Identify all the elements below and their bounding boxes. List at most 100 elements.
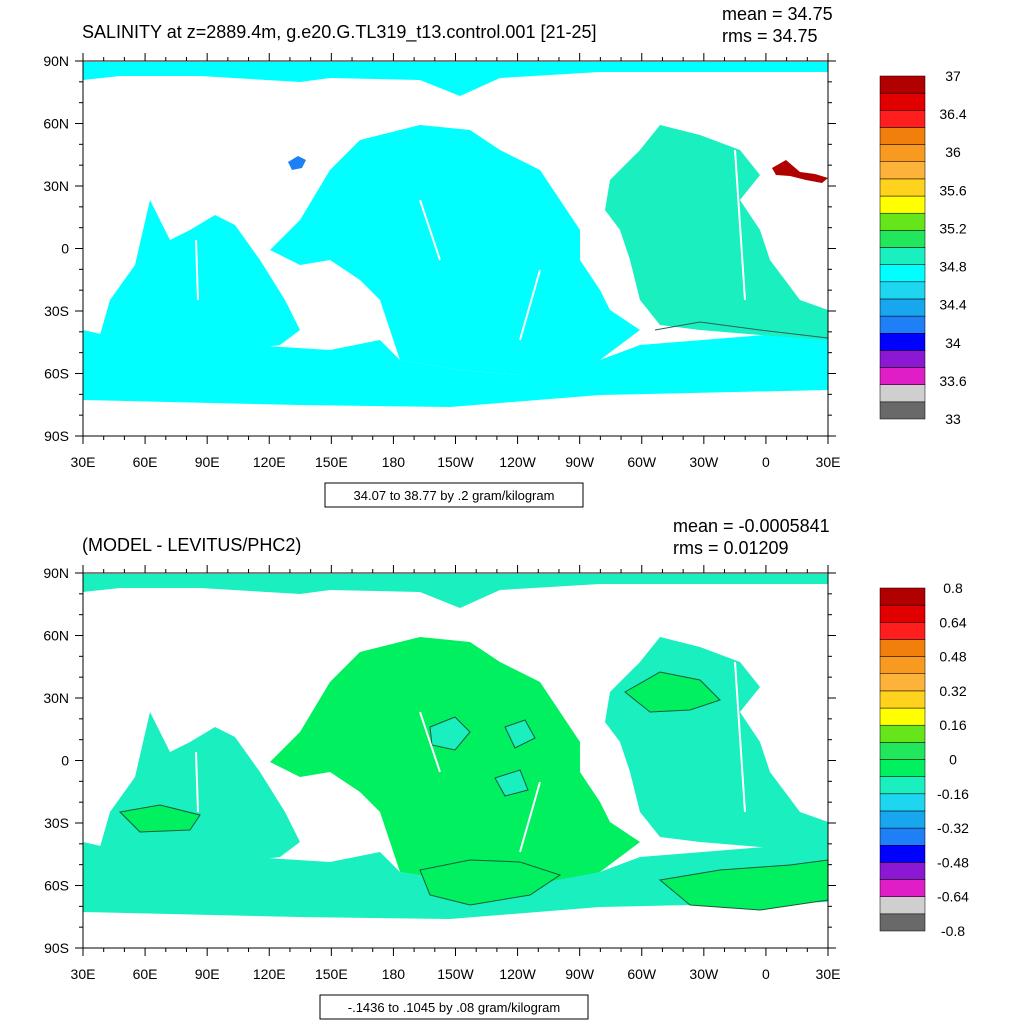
colorbar-swatch — [879, 845, 926, 863]
colorbar-label: -0.32 — [937, 820, 969, 836]
y-tick-label: 0 — [61, 241, 69, 257]
colorbar-swatch — [879, 161, 926, 180]
colorbar-label: 36.4 — [939, 106, 966, 122]
bottom-rms: rms = 0.01209 — [673, 538, 789, 558]
colorbar-swatch — [879, 742, 926, 760]
top-panel: SALINITY at z=2889.4m, g.e20.G.TL319_t13… — [43, 4, 967, 508]
colorbar-label: 0 — [949, 752, 957, 768]
x-tick-label: 30E — [71, 454, 96, 470]
bottom-axis-ticks: 30E 60E 90E 120E 150E 180 150W 120W 90W 60W 30W 0 30… — [43, 565, 840, 982]
x-tick-label: 30W — [689, 966, 719, 982]
colorbar-label: -0.16 — [937, 786, 969, 802]
x-tick-label: 120E — [253, 454, 286, 470]
x-tick-label: 180 — [382, 454, 406, 470]
negative-anomaly-atlantic-pos — [624, 671, 721, 713]
indian-ocean — [100, 712, 300, 867]
colorbar-swatch — [879, 144, 926, 163]
colorbar-swatch — [879, 656, 926, 674]
ridge-lines — [195, 149, 746, 341]
colorbar-swatch — [879, 298, 926, 317]
southern-ocean — [83, 842, 828, 919]
colorbar-label: 0.48 — [939, 649, 966, 665]
x-tick-label: 150W — [437, 966, 474, 982]
colorbar-swatch — [879, 707, 926, 726]
negative-anomaly-pacific-a — [429, 716, 471, 751]
colorbar-label: 34.4 — [939, 297, 966, 313]
colorbar-swatch — [879, 178, 926, 197]
atlantic-ocean — [605, 125, 828, 340]
positive-anomaly-south-atlantic — [658, 859, 828, 911]
colorbar-swatch — [879, 587, 926, 606]
top-title: SALINITY at z=2889.4m, g.e20.G.TL319_t13… — [82, 22, 597, 43]
colorbar-swatch — [879, 690, 926, 709]
pacific-ocean — [270, 125, 640, 375]
x-tick-label: 150W — [437, 454, 474, 470]
colorbar-label: 33.6 — [939, 373, 966, 389]
colorbar-swatch — [879, 896, 926, 915]
y-tick-label: 30N — [43, 178, 69, 194]
colorbar-swatch — [879, 913, 926, 932]
top-map — [83, 62, 828, 407]
y-tick-label: 0 — [61, 753, 69, 769]
colorbar-label: -0.8 — [941, 923, 965, 939]
bottom-map — [83, 574, 828, 919]
colorbar-swatch — [879, 622, 926, 640]
x-tick-label: 0 — [762, 966, 770, 982]
colorbar-swatch — [879, 810, 926, 829]
colorbar-swatch — [879, 879, 926, 897]
bottom-panel: (MODEL - LEVITUS/PHC2) mean = -0.0005841… — [43, 516, 969, 1020]
colorbar-swatch — [879, 639, 926, 657]
colorbar-swatch — [879, 776, 926, 795]
x-tick-label: 60E — [133, 966, 158, 982]
top-rms: rms = 34.75 — [722, 26, 818, 46]
colorbar-swatch — [879, 264, 926, 283]
y-tick-label: 90N — [43, 53, 69, 69]
colorbar-swatch — [879, 384, 926, 403]
x-tick-label: 60E — [133, 454, 158, 470]
x-tick-label: 60W — [627, 454, 657, 470]
y-tick-label: 90S — [44, 940, 69, 956]
colorbar-swatch — [879, 350, 926, 368]
mediterranean-patch — [772, 160, 828, 183]
arctic-ocean — [83, 62, 828, 96]
colorbar-label: 35.2 — [939, 220, 966, 236]
x-tick-label: 120W — [499, 966, 536, 982]
x-tick-label: 30W — [689, 454, 719, 470]
top-axis-ticks: 30E 60E 90E 120E 150E 180 150W 120W 90W 60W 30W 0 30… — [43, 53, 840, 470]
bottom-colorbar: 0.8 0.64 0.48 0.32 0.16 0 -0.16 -0.32 -0.48 -0.64… — [879, 580, 969, 939]
x-tick-label: 120E — [253, 966, 286, 982]
top-colorbar: 37 36.4 36 35.6 35.2 34.8 34.4 34 33.6 33 — [879, 68, 967, 427]
y-tick-label: 60N — [43, 116, 69, 132]
colorbar-swatch — [879, 724, 926, 743]
top-contour-info: 34.07 to 38.77 by .2 gram/kilogram — [354, 488, 555, 503]
colorbar-label: 0.64 — [939, 614, 966, 630]
positive-anomaly-southern — [419, 859, 562, 906]
bottom-info-box — [319, 994, 589, 1020]
top-info-box — [324, 482, 584, 508]
southern-ocean — [83, 330, 828, 407]
y-tick-label: 60S — [44, 878, 69, 894]
colorbar-swatch — [879, 827, 926, 846]
colorbar-swatch — [879, 127, 926, 145]
pacific-ocean — [270, 637, 640, 887]
colorbar-swatch — [879, 281, 926, 300]
bottom-title: (MODEL - LEVITUS/PHC2) — [82, 535, 301, 555]
top-mean: mean = 34.75 — [722, 4, 833, 24]
y-tick-label: 60S — [44, 366, 69, 382]
x-tick-label: 90W — [565, 966, 595, 982]
arctic-ocean — [83, 574, 828, 608]
negative-anomaly-pacific-c — [494, 769, 529, 797]
colorbar-label: 33 — [945, 411, 961, 427]
colorbar-label: 35.6 — [939, 182, 966, 198]
x-tick-label: 90E — [195, 966, 220, 982]
ridge-lines — [195, 661, 746, 853]
bottom-contour-info: -.1436 to .1045 by .08 gram/kilogram — [348, 1000, 560, 1015]
bottom-mean: mean = -0.0005841 — [673, 516, 830, 536]
colorbar-label: 0.16 — [939, 717, 966, 733]
colorbar-swatch — [879, 75, 926, 94]
colorbar-swatch — [879, 195, 926, 214]
colorbar-swatch — [879, 315, 926, 334]
colorbar-label: 34.8 — [939, 259, 966, 275]
negative-anomaly-pacific-b — [504, 719, 536, 749]
